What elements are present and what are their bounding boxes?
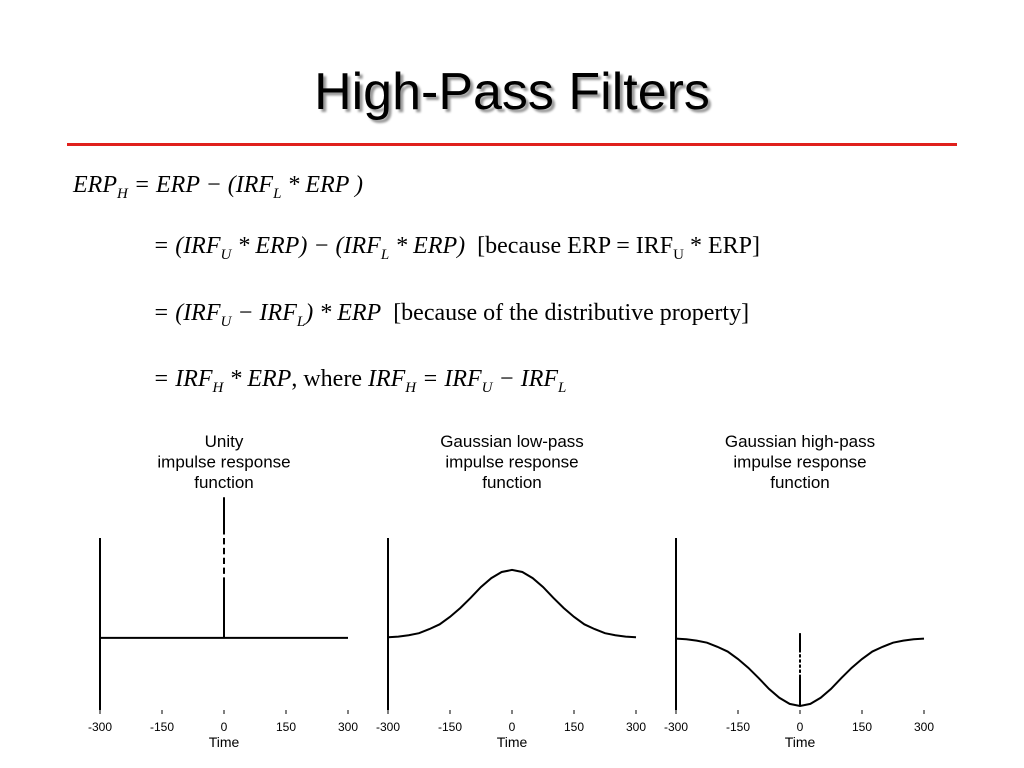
x-axis-label: Time [209,734,240,750]
x-axis-label: Time [497,734,528,750]
x-tick-label: 0 [221,720,228,734]
equation-text: * ERP] [683,233,760,259]
subscript: H [405,380,417,396]
title-rule [67,143,957,146]
x-tick-label: -300 [664,720,688,734]
x-tick-label: 300 [914,720,934,734]
subscript: U [220,314,232,330]
equation-line: ERPH = ERP − (IRFL * ERP ) [73,172,363,202]
equation-line: = (IRFU * ERP) − (IRFL * ERP) [because E… [153,233,760,263]
subscript: H [116,186,128,202]
equation-text: − IRF [492,366,559,392]
x-tick-label: 300 [626,720,646,734]
x-tick-label: 0 [797,720,804,734]
equation-text: [because of the distributive property] [381,300,750,326]
x-tick-label: -150 [150,720,174,734]
equation-text: * ERP [223,366,292,392]
subscript: U [220,247,232,263]
equation-text: ) * ERP [305,300,382,326]
subscript: H [212,380,224,396]
equation-text: = IRF [153,366,213,392]
chart-title: impulse response [445,453,578,472]
equation-text: − IRF [231,300,297,326]
chart-title: function [194,473,254,492]
equation-text: * ERP) [389,233,466,259]
subscript: L [380,247,390,263]
x-axis-label: Time [785,734,816,750]
equation-text: = (IRF [153,233,221,259]
equation-text: [because ERP = IRF [465,233,674,259]
equation-text: * ERP ) [281,172,363,198]
chart-title: Unity [205,432,244,451]
chart-title: function [770,473,830,492]
equation-text: = (IRF [153,300,221,326]
x-tick-label: 150 [564,720,584,734]
equation-line: = (IRFU − IRFL) * ERP [because of the di… [153,300,750,330]
chart-title: function [482,473,542,492]
chart-title: Gaussian high-pass [725,432,875,451]
equation-text: IRF [367,366,406,392]
equation-text: ERP [73,172,117,198]
slide-title: High-Pass Filters [314,63,710,121]
x-tick-label: 300 [338,720,358,734]
curve [387,568,637,639]
curve [675,637,925,707]
subscript: L [558,380,567,396]
x-tick-label: -300 [88,720,112,734]
chart-title: impulse response [733,453,866,472]
x-tick-label: 150 [852,720,872,734]
x-tick-label: -150 [726,720,750,734]
x-tick-label: -150 [438,720,462,734]
x-tick-label: 150 [276,720,296,734]
subscript: L [273,186,282,202]
subscript: U [673,247,684,263]
x-tick-label: -300 [376,720,400,734]
chart-title: impulse response [157,453,290,472]
equation-text: , where [291,366,368,392]
equation-text: = ERP − (IRF [127,172,274,198]
equation-line: = IRFH * ERP, where IRFH = IRFU − IRFL [153,366,567,396]
equation-text: = IRF [416,366,482,392]
x-tick-label: 0 [509,720,516,734]
equation-text: * ERP) − (IRF [231,233,381,259]
subscript: L [296,314,306,330]
chart-title: Gaussian low-pass [440,432,584,451]
subscript: U [481,380,493,396]
